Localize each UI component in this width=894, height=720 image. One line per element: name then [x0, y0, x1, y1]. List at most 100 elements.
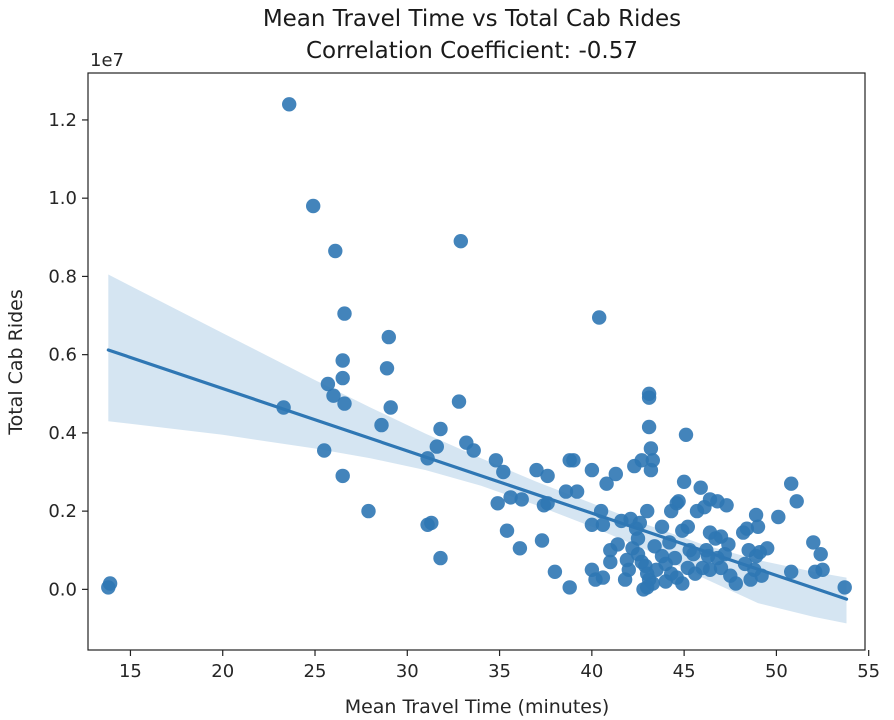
- data-point: [815, 562, 830, 577]
- data-point: [658, 574, 673, 589]
- x-tick-label: 15: [119, 661, 142, 682]
- data-point: [381, 329, 396, 345]
- data-point: [675, 576, 690, 591]
- data-point: [566, 453, 581, 468]
- data-point: [643, 441, 659, 456]
- data-point: [784, 476, 799, 491]
- chart-title: Mean Travel Time vs Total Cab Rides: [263, 6, 681, 32]
- data-point: [420, 517, 435, 532]
- data-point: [595, 517, 611, 532]
- data-point: [789, 494, 804, 509]
- data-point: [584, 517, 600, 532]
- data-point: [678, 427, 694, 442]
- data-point: [640, 503, 655, 519]
- data-point: [562, 580, 577, 595]
- y-axis-ticks: 0.0 0.2 0.4 0.6 0.8 1.0 1.2: [48, 110, 88, 600]
- data-point: [750, 519, 766, 534]
- data-point: [593, 503, 609, 519]
- y-tick-label: 0.0: [48, 579, 77, 600]
- data-point: [719, 498, 734, 513]
- data-point: [335, 468, 350, 484]
- x-tick-label: 30: [396, 661, 419, 682]
- data-point: [496, 464, 511, 480]
- data-point: [328, 243, 343, 259]
- data-point: [693, 480, 708, 495]
- data-point: [547, 564, 563, 579]
- data-point: [702, 562, 718, 577]
- data-point: [534, 533, 550, 548]
- data-point: [540, 468, 555, 484]
- data-point: [686, 547, 701, 562]
- x-tick-label: 25: [304, 661, 327, 682]
- data-point: [420, 451, 435, 466]
- y-axis-label: Total Cab Rides: [5, 289, 27, 436]
- data-point: [337, 396, 352, 411]
- data-point: [619, 552, 635, 568]
- x-tick-label: 35: [488, 661, 511, 682]
- data-point: [514, 492, 529, 507]
- data-point: [383, 400, 398, 415]
- y-tick-label: 0.6: [48, 345, 77, 366]
- data-point: [662, 535, 677, 550]
- data-point: [453, 234, 468, 249]
- data-point: [647, 539, 662, 554]
- data-point: [784, 564, 799, 579]
- y-offset-label: 1e7: [90, 50, 124, 71]
- data-point: [595, 570, 611, 585]
- data-point: [488, 453, 504, 468]
- data-point: [771, 509, 786, 525]
- data-point: [306, 198, 321, 214]
- data-point: [837, 580, 852, 595]
- data-point: [503, 490, 518, 505]
- plot-frame: [87, 72, 866, 651]
- data-point: [634, 453, 649, 468]
- data-point: [736, 525, 751, 540]
- data-point: [512, 541, 528, 556]
- data-point: [374, 417, 389, 433]
- data-point: [499, 523, 515, 538]
- data-point: [671, 494, 686, 509]
- data-point: [361, 503, 376, 519]
- data-point: [433, 550, 448, 566]
- data-point: [680, 519, 695, 534]
- data-point: [429, 439, 444, 454]
- data-point: [102, 576, 118, 591]
- data-point: [641, 419, 657, 435]
- data-point: [490, 496, 505, 511]
- data-point: [337, 306, 352, 321]
- data-point: [529, 462, 544, 478]
- x-axis-label: Mean Travel Time (minutes): [345, 696, 610, 718]
- data-point: [760, 541, 775, 556]
- data-point: [654, 519, 670, 534]
- x-tick-label: 45: [673, 661, 696, 682]
- x-tick-label: 40: [580, 661, 603, 682]
- data-point: [688, 566, 703, 581]
- data-point: [540, 496, 555, 511]
- data-point: [632, 515, 647, 531]
- data-point: [451, 394, 467, 409]
- data-point: [433, 421, 448, 437]
- data-point: [813, 547, 828, 562]
- data-point: [282, 97, 297, 112]
- data-point: [276, 400, 291, 415]
- data-point: [379, 361, 395, 376]
- y-tick-label: 0.4: [48, 423, 77, 444]
- data-point: [317, 443, 332, 458]
- data-point: [717, 547, 732, 562]
- data-point: [641, 390, 657, 405]
- data-point: [636, 582, 651, 597]
- data-point: [599, 476, 614, 491]
- data-points-layer: [101, 97, 852, 597]
- data-point: [592, 310, 607, 325]
- data-point: [754, 568, 769, 583]
- data-point: [699, 543, 714, 558]
- data-point: [643, 462, 659, 478]
- data-point: [806, 535, 821, 550]
- data-point: [569, 484, 585, 499]
- y-tick-label: 0.8: [48, 266, 77, 287]
- data-point: [743, 572, 758, 587]
- data-point: [610, 537, 625, 552]
- data-point: [630, 531, 646, 546]
- y-tick-label: 0.2: [48, 501, 77, 522]
